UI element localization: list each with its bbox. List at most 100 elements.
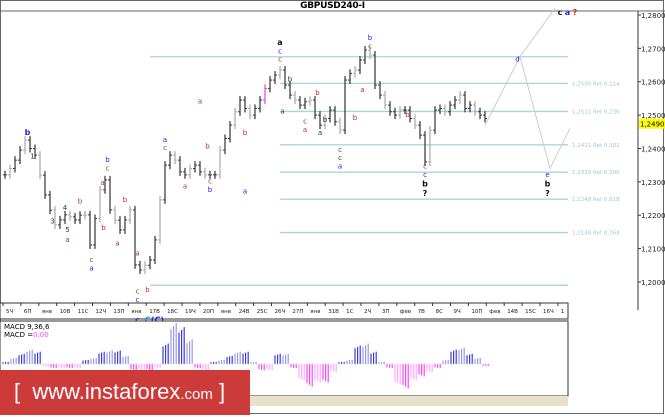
wave-label: b [353, 114, 358, 122]
wave-label: a [183, 183, 187, 191]
logo-suffix: .com [180, 386, 213, 403]
wave-label: b [288, 76, 293, 84]
y-tick-label: 1,2100 [641, 246, 665, 254]
chart-title: GBPUSD240-I [300, 1, 365, 11]
logo-bracket: [ [14, 379, 21, 404]
x-tick-label: 10П [471, 309, 482, 315]
wave-label: b [422, 179, 428, 188]
wave-label: c [135, 316, 140, 325]
y-tick-label: 1,2300 [641, 179, 665, 187]
projection-line [519, 56, 571, 170]
projection-line [484, 8, 556, 126]
wave-label: ? [573, 8, 578, 17]
y-tick-label: 1,2400 [641, 145, 665, 153]
x-tick-label: 31В [328, 309, 339, 315]
wave-label: b [123, 196, 128, 204]
current-price-marker [639, 118, 665, 129]
wave-label: a [303, 126, 307, 134]
x-tick-label: 13П [113, 309, 124, 315]
wave-label: 1 [30, 152, 34, 160]
x-tick-label: фев [489, 309, 500, 315]
wave-label: a [338, 163, 342, 171]
x-tick-label: 25С [257, 309, 268, 315]
y-tick-label: 1,2700 [641, 45, 665, 53]
x-tick-label: 1С [346, 309, 353, 315]
x-tick-label: 17В [149, 309, 160, 315]
x-tick-label: 7В [418, 309, 425, 315]
wave-label: b [105, 156, 110, 164]
wave-label: c [163, 144, 167, 152]
wave-label: ? [423, 189, 428, 198]
x-tick-label: янв [42, 309, 52, 315]
logo-text: www.instaforex [32, 379, 181, 404]
x-tick-label: 8С [436, 309, 443, 315]
wave-label: b [243, 129, 248, 137]
wave-label: c [208, 178, 212, 186]
macd-label: MACD 9,36,6 [4, 323, 50, 331]
macd-value: 0,00 [33, 331, 49, 339]
fib-level-label: 1,2595 Ret 0,114 [572, 81, 620, 87]
wave-label: 4 [63, 204, 68, 212]
macd-legend: MACD 9,36,6 MACD =0,00 [4, 323, 49, 339]
x-tick-label: 1 [561, 309, 565, 315]
wave-label: d [515, 56, 519, 64]
x-tick-label: 19Ч [185, 309, 196, 315]
x-tick-label: 12Ч [96, 309, 107, 315]
wave-label: (C) [151, 316, 164, 325]
x-tick-label: 11С [78, 309, 89, 315]
wave-label: 3 [50, 218, 54, 226]
wave-label: a [360, 86, 364, 94]
x-tick-label: янв [131, 309, 141, 315]
fib-level-label: 1,2511 Ret 0,236 [572, 109, 620, 115]
wave-label: b [78, 198, 83, 206]
x-tick-label: 16Ч [543, 309, 554, 315]
wave-label: b [145, 286, 150, 294]
fib-level-label: 1,2411 Ret 0,382 [572, 143, 620, 149]
x-tick-label: 15С [525, 309, 536, 315]
wave-label: b [545, 179, 551, 188]
wave-label: ? [545, 189, 550, 198]
wave-label: b [315, 89, 320, 97]
y-tick-label: 1,2000 [641, 279, 665, 287]
wave-label: c [423, 163, 427, 171]
wave-label: c [136, 296, 140, 304]
wave-label: c [303, 117, 307, 125]
wave-label: c [106, 164, 110, 172]
wave-label: C [145, 316, 151, 325]
wave-label: e [545, 171, 549, 179]
x-tick-label: янв [221, 309, 231, 315]
x-tick-label: 27П [292, 309, 303, 315]
wave-label: a [65, 236, 69, 244]
wave-label: b [405, 111, 410, 119]
time-axis [0, 302, 569, 320]
macd-value-label: MACD = [4, 331, 34, 339]
wave-label: b [101, 224, 106, 232]
x-tick-label: янв [310, 309, 320, 315]
wave-label: c [338, 146, 342, 154]
y-tick-label: 1,2500 [641, 112, 665, 120]
x-tick-label: 3П [382, 309, 390, 315]
wave-label: b [25, 128, 31, 137]
wave-label: a [163, 136, 167, 144]
wave-label: c [423, 171, 427, 179]
logo-bracket: ] [218, 379, 226, 404]
wave-label: a [280, 107, 284, 115]
x-tick-label: 2Ч [364, 309, 371, 315]
wave-label: b [323, 116, 328, 124]
x-tick-label: 26Ч [275, 309, 286, 315]
fib-level-label: 1,2248 Ret 0,618 [572, 197, 620, 203]
wave-label: a [565, 8, 570, 17]
scroll-strip [0, 396, 568, 406]
x-tick-label: 6П [24, 309, 32, 315]
wave-label: a [243, 188, 247, 196]
wave-label: b [368, 34, 373, 42]
wave-label: c [278, 47, 282, 55]
x-tick-label: 5Ч [6, 309, 13, 315]
x-tick-label: 24В [239, 309, 250, 315]
wave-label: a [277, 38, 282, 47]
wave-label: b [205, 142, 210, 150]
x-tick-label: 9Ч [454, 309, 461, 315]
wave-label: a [135, 249, 139, 257]
